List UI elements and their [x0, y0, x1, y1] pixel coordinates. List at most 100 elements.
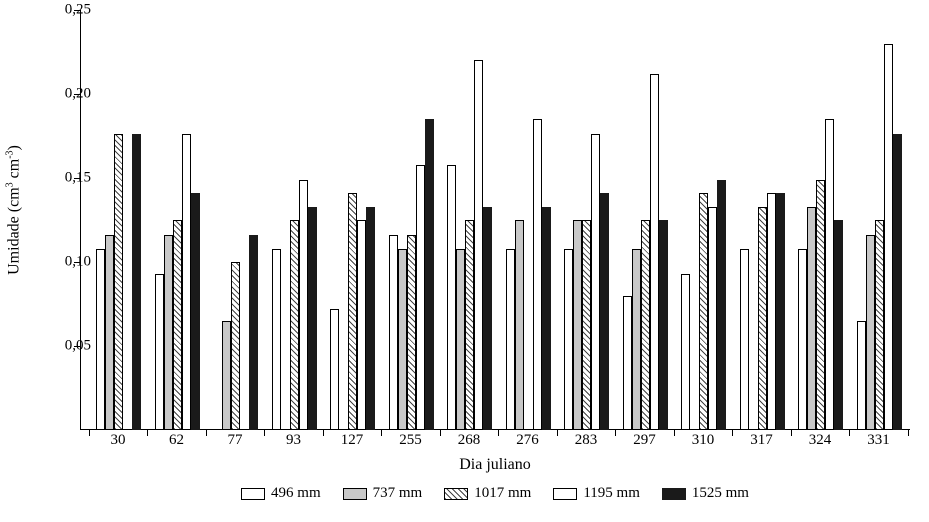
x-tick-label: 331 — [867, 432, 890, 449]
legend-swatch — [444, 488, 468, 500]
bar — [308, 207, 317, 430]
bar — [222, 321, 231, 430]
bar — [290, 220, 299, 430]
bar — [650, 74, 659, 430]
x-tick-label: 310 — [692, 432, 715, 449]
bar — [447, 165, 456, 430]
bar — [632, 249, 641, 430]
bar — [182, 134, 191, 430]
bar — [641, 220, 650, 430]
x-tick-label: 317 — [750, 432, 773, 449]
bar — [465, 220, 474, 430]
legend-swatch — [241, 488, 265, 500]
x-axis-title: Dia juliano — [459, 456, 531, 474]
bar — [456, 249, 465, 430]
bar — [564, 249, 573, 430]
legend-label: 496 mm — [271, 485, 321, 502]
x-tick-label: 93 — [286, 432, 301, 449]
bar — [249, 235, 258, 430]
bar — [623, 296, 632, 430]
x-tick — [849, 430, 850, 436]
legend-item: 496 mm — [241, 485, 321, 502]
legend-label: 1195 mm — [583, 485, 640, 502]
y-axis-title: Umidade (cm3 cm-3) — [4, 145, 23, 275]
bar — [398, 249, 407, 430]
legend-swatch — [343, 488, 367, 500]
bar — [825, 119, 834, 430]
bar — [173, 220, 182, 430]
bar — [834, 220, 843, 430]
bar — [708, 207, 717, 430]
legend-swatch — [662, 488, 686, 500]
legend-swatch — [553, 488, 577, 500]
bar — [389, 235, 398, 430]
x-tick-label: 276 — [516, 432, 539, 449]
bar — [425, 119, 434, 430]
legend-label: 1017 mm — [474, 485, 531, 502]
bar — [105, 235, 114, 430]
bar — [699, 193, 708, 430]
bar — [582, 220, 591, 430]
bar — [816, 180, 825, 430]
bar — [366, 207, 375, 430]
bar — [798, 249, 807, 430]
x-tick — [264, 430, 265, 436]
bar — [407, 235, 416, 430]
y-tick-label: 0,20 — [65, 86, 91, 103]
legend-label: 1525 mm — [692, 485, 749, 502]
x-tick — [498, 430, 499, 436]
x-tick — [791, 430, 792, 436]
legend-item: 1195 mm — [553, 485, 640, 502]
x-tick — [615, 430, 616, 436]
x-tick-label: 268 — [458, 432, 481, 449]
bar — [515, 220, 524, 430]
bar — [191, 193, 200, 430]
x-tick — [440, 430, 441, 436]
x-tick — [557, 430, 558, 436]
x-tick-label: 30 — [111, 432, 126, 449]
bar — [767, 193, 776, 430]
bar — [573, 220, 582, 430]
bar — [807, 207, 816, 430]
y-axis-line — [80, 10, 81, 430]
chart-container: Umidade (cm3 cm-3) Dia juliano 496 mm 737… — [0, 0, 929, 522]
bar — [857, 321, 866, 430]
bar — [164, 235, 173, 430]
bar — [776, 193, 785, 430]
bar — [740, 249, 749, 430]
x-tick — [147, 430, 148, 436]
y-tick-label: 0,25 — [65, 2, 91, 19]
bar — [866, 235, 875, 430]
x-tick — [908, 430, 909, 436]
y-tick-label: 0,05 — [65, 338, 91, 355]
bar — [600, 193, 609, 430]
x-tick-label: 127 — [341, 432, 364, 449]
bar — [114, 134, 123, 430]
y-tick-label: 0,15 — [65, 170, 91, 187]
bar — [875, 220, 884, 430]
bar — [542, 207, 551, 430]
x-tick — [89, 430, 90, 436]
x-tick-label: 62 — [169, 432, 184, 449]
bar — [681, 274, 690, 430]
x-tick-label: 297 — [633, 432, 656, 449]
bar — [96, 249, 105, 430]
bar — [591, 134, 600, 430]
bar — [483, 207, 492, 430]
bar — [506, 249, 515, 430]
bar — [533, 119, 542, 430]
bar — [416, 165, 425, 430]
x-tick-label: 77 — [228, 432, 243, 449]
bar — [132, 134, 141, 430]
x-tick — [732, 430, 733, 436]
bar — [299, 180, 308, 430]
bar — [231, 262, 240, 430]
x-tick — [206, 430, 207, 436]
x-tick — [323, 430, 324, 436]
x-tick-label: 324 — [809, 432, 832, 449]
x-tick-label: 255 — [399, 432, 422, 449]
y-tick-label: 0,10 — [65, 254, 91, 271]
bar — [357, 220, 366, 430]
legend-label: 737 mm — [373, 485, 423, 502]
plot-area — [80, 10, 910, 430]
